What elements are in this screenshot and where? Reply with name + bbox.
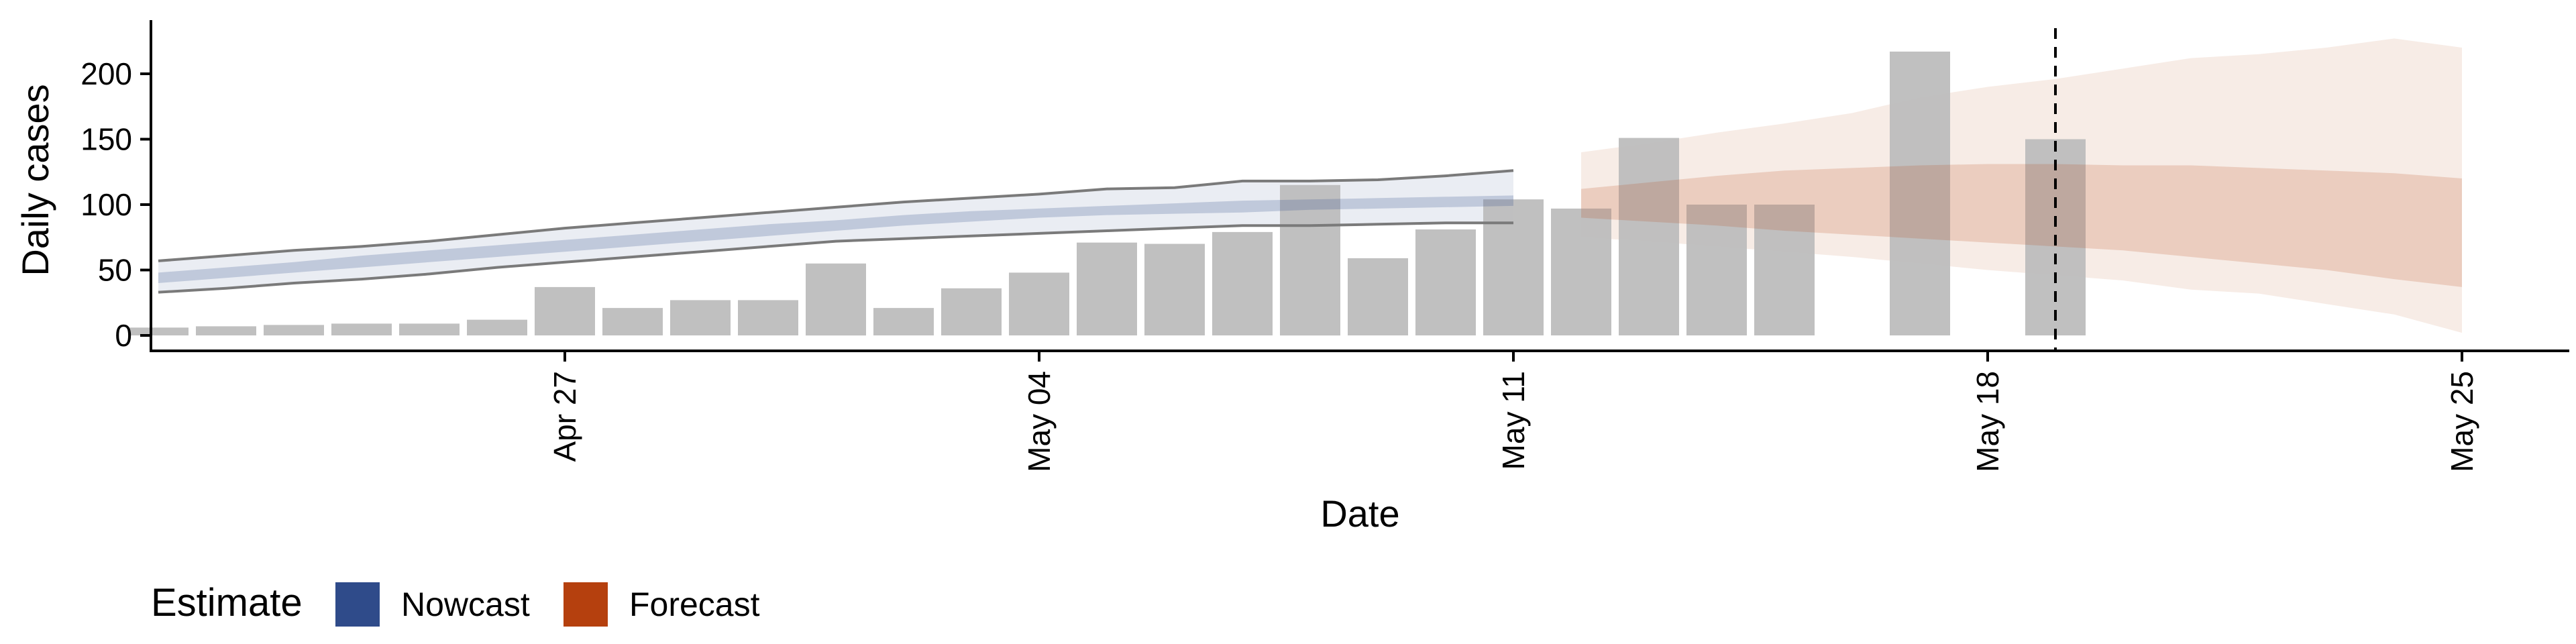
x-tick-label: Apr 27 [547, 371, 582, 462]
outer-bands [158, 38, 2462, 333]
nowcast-inner-band [158, 195, 1513, 283]
case-bar [941, 288, 1002, 335]
legend-swatch [564, 582, 608, 627]
case-bar [1619, 138, 1679, 335]
case-bar [128, 327, 189, 335]
case-bar [806, 263, 866, 336]
case-bar [1483, 199, 1544, 335]
axes: 0 50 100 150 200 Apr 27 May 04 May 11 May 18 May … [14, 20, 2569, 535]
x-tick-label: May 04 [1022, 371, 1057, 472]
case-bar [331, 323, 392, 335]
y-axis-title: Daily cases [14, 84, 56, 276]
case-bar [602, 308, 663, 335]
case-bar [1009, 272, 1069, 335]
case-bar [1754, 205, 1815, 335]
x-tick-label: May 18 [1970, 371, 2005, 472]
case-bar [1415, 229, 1476, 335]
inner-bands [158, 164, 2462, 287]
nowcast-bound-lines [158, 169, 1514, 294]
x-axis-title: Date [1320, 492, 1399, 535]
y-tick-label: 200 [80, 56, 132, 91]
case-bar [1890, 51, 1950, 336]
case-bar [1212, 231, 1273, 335]
case-bar [873, 308, 934, 335]
y-tick-label: 100 [80, 187, 132, 222]
case-bar [535, 286, 595, 335]
case-bar [1280, 184, 1340, 336]
case-bar [738, 300, 798, 335]
x-tick-label: May 11 [1496, 371, 1531, 470]
case-bar [1144, 244, 1205, 335]
case-bar [467, 319, 527, 335]
y-tick-label: 50 [98, 253, 132, 288]
case-bar [1077, 242, 1137, 335]
nowcast-lower-line [158, 221, 1513, 294]
x-tick-label: May 25 [2445, 371, 2479, 472]
case-bar [670, 300, 731, 335]
legend-label: Forecast [629, 586, 760, 623]
legend-swatch [335, 582, 380, 627]
forecast-outer-band [1581, 38, 2462, 333]
y-tick-label: 150 [80, 122, 132, 157]
legend: Estimate Nowcast Forecast [151, 581, 760, 627]
legend-label: Nowcast [401, 586, 530, 623]
case-bar [1551, 208, 1611, 335]
case-bar [399, 323, 460, 335]
forecast-inner-band [1581, 164, 2462, 287]
nowcast-upper-line [158, 169, 1514, 262]
case-bar [196, 326, 256, 335]
case-bar [264, 325, 324, 335]
case-bar [1686, 205, 1747, 335]
legend-title: Estimate [151, 581, 303, 625]
case-bar [1348, 258, 1408, 335]
nowcast-outer-band [158, 170, 1513, 292]
y-tick-label: 0 [115, 318, 132, 353]
reported-case-bars [128, 51, 2086, 336]
